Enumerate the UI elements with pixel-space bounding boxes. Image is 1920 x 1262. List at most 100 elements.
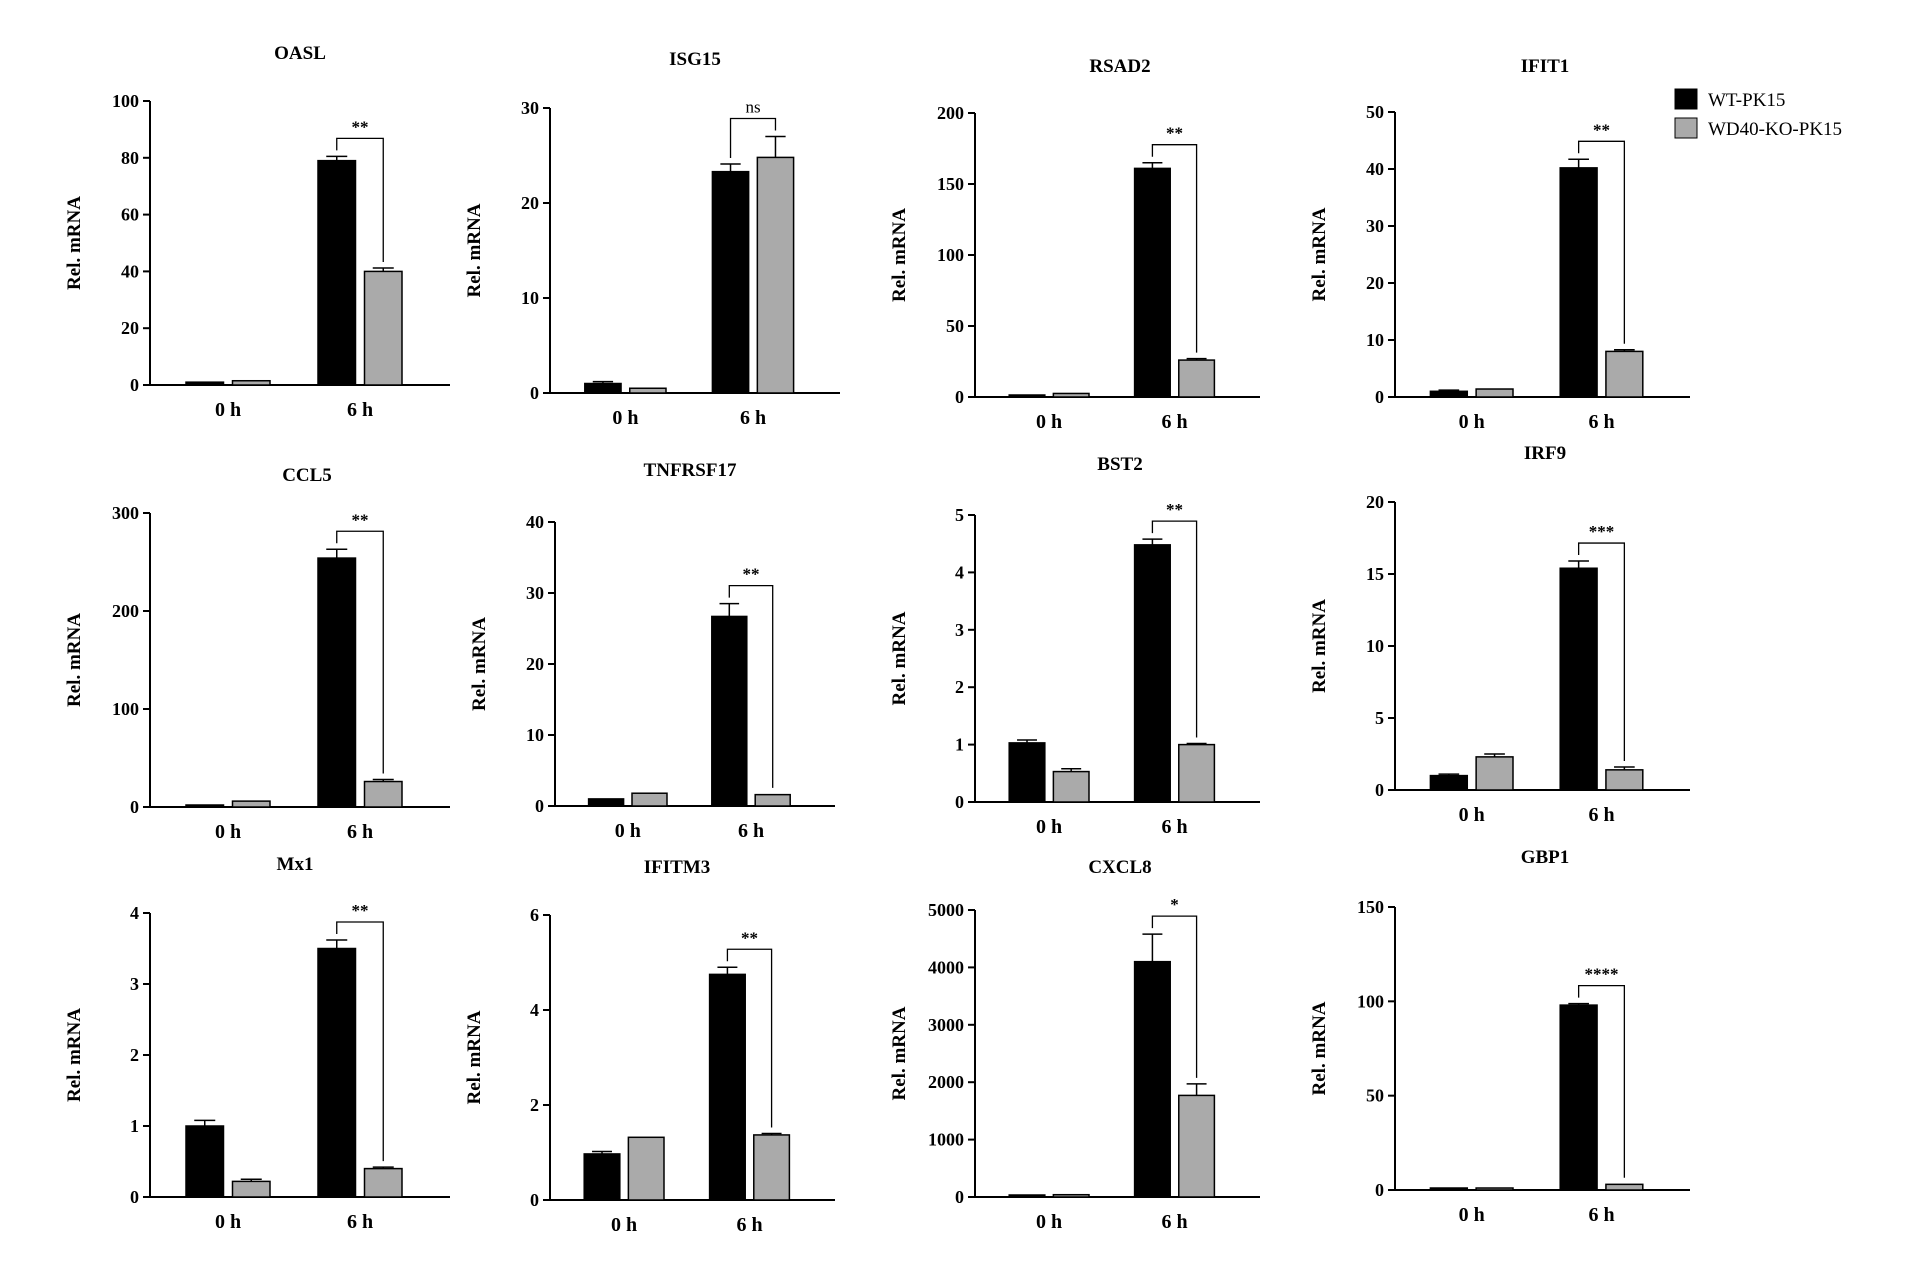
y-tick-label: 10 (526, 725, 544, 745)
x-category-label: 6 h (738, 820, 764, 842)
significance-bracket (1151, 144, 1198, 353)
x-category-label: 0 h (1459, 411, 1485, 433)
chart-panel-isg15: ISG15 Rel. mRNA 0 10 20 30 0 h 6 h ns (464, 49, 840, 429)
y-tick-label: 0 (1375, 387, 1384, 407)
y-tick-label: 1 (130, 1116, 139, 1136)
significance-label: *** (1589, 522, 1615, 541)
y-tick-label: 0 (1375, 1180, 1384, 1200)
legend-label-ko: WD40-KO-PK15 (1708, 119, 1842, 140)
y-tick-label: 2 (130, 1045, 139, 1065)
y-tick-label: 30 (526, 583, 544, 603)
y-tick-label: 1000 (928, 1130, 964, 1150)
y-axis-label: Rel. mRNA (64, 613, 85, 707)
significance-bracket (336, 530, 384, 774)
y-axis-label: Rel. mRNA (64, 196, 85, 290)
y-tick-label: 20 (521, 193, 539, 213)
bar-wt-0h (583, 1153, 621, 1201)
y-tick-label: 100 (937, 245, 964, 265)
chart-panel-ifit1: IFIT1 Rel. mRNA 0 10 20 30 40 50 0 h 6 h ** (1309, 56, 1690, 433)
bar-wt-0h (1008, 1194, 1046, 1198)
y-tick-label: 200 (112, 601, 139, 621)
y-tick-label: 150 (937, 174, 964, 194)
significance-bracket (336, 921, 384, 1162)
bar-wt-0h (1008, 742, 1046, 803)
chart-panel-bst2: BST2 Rel. mRNA 0 1 2 3 4 5 0 h 6 h ** (889, 454, 1260, 838)
significance-label: ** (1593, 120, 1610, 139)
y-tick-label: 80 (121, 148, 139, 168)
y-tick-label: 0 (130, 797, 139, 817)
significance-bracket (729, 117, 777, 159)
y-tick-label: 3000 (928, 1015, 964, 1035)
x-category-label: 6 h (347, 399, 373, 421)
chart-title: IRF9 (1524, 443, 1566, 464)
bar-ko-6h (1605, 769, 1644, 791)
bar-ko-6h (753, 1134, 791, 1201)
y-tick-label: 50 (1366, 102, 1384, 122)
chart-panel-ccl5: CCL5 Rel. mRNA 0 100 200 300 0 h 6 h ** (64, 465, 450, 843)
y-tick-label: 50 (1366, 1086, 1384, 1106)
y-tick-label: 5 (1375, 708, 1384, 728)
bar-ko-0h (231, 379, 271, 386)
bar-wt-6h (708, 973, 746, 1201)
y-axis-label: Rel. mRNA (1309, 1001, 1330, 1095)
bar-ko-6h (756, 156, 795, 394)
y-tick-label: 4000 (928, 957, 964, 977)
chart-panel-oasl: OASL Rel. mRNA 0 20 40 60 80 100 0 h 6 h ** (64, 43, 450, 421)
y-axis-label: Rel. mRNA (889, 1006, 910, 1100)
chart-title: GBP1 (1521, 847, 1570, 868)
y-axis-label: Rel. mRNA (64, 1008, 85, 1102)
y-tick-label: 1 (955, 735, 964, 755)
significance-label: ** (352, 510, 369, 529)
significance-label: * (1170, 895, 1179, 914)
chart-title: CCL5 (282, 465, 332, 486)
bar-wt-0h (185, 1125, 225, 1198)
bar-ko-0h (231, 1180, 271, 1198)
y-tick-label: 5 (955, 505, 964, 525)
y-axis-label: Rel. mRNA (469, 617, 490, 711)
y-tick-label: 100 (1357, 991, 1384, 1011)
y-tick-label: 15 (1366, 564, 1384, 584)
y-tick-label: 10 (1366, 636, 1384, 656)
bar-ko-0h (627, 1136, 665, 1201)
legend-label-wt: WT-PK15 (1708, 90, 1785, 111)
bar-ko-6h (1178, 743, 1216, 803)
y-tick-label: 40 (121, 261, 139, 281)
y-axis-label: Rel. mRNA (464, 1010, 485, 1104)
y-tick-label: 2 (955, 677, 964, 697)
bar-ko-0h (1052, 1193, 1090, 1198)
chart-title: CXCL8 (1088, 857, 1151, 878)
y-tick-label: 40 (1366, 159, 1384, 179)
bar-wt-6h (317, 947, 357, 1198)
x-category-label: 0 h (215, 399, 241, 421)
x-category-label: 6 h (1588, 1204, 1614, 1226)
bar-wt-6h (1133, 167, 1171, 398)
y-tick-label: 0 (955, 387, 964, 407)
significance-bracket (336, 137, 384, 262)
bar-ko-0h (1052, 392, 1090, 398)
x-category-label: 0 h (1459, 804, 1485, 826)
y-axis-label: Rel. mRNA (464, 203, 485, 297)
x-category-label: 0 h (611, 1214, 637, 1236)
chart-title: OASL (274, 43, 326, 64)
significance-bracket (1577, 140, 1626, 344)
chart-title: TNFRSF17 (644, 460, 737, 481)
bar-wt-6h (711, 615, 748, 807)
y-tick-label: 150 (1357, 897, 1384, 917)
chart-title: ISG15 (669, 49, 721, 70)
bar-wt-0h (1429, 774, 1469, 791)
bar-ko-0h (631, 792, 668, 807)
chart-panel-ifitm3: IFITM3 Rel. mRNA 0 2 4 6 0 h 6 h ** (464, 857, 835, 1236)
bar-ko-0h (231, 800, 271, 808)
y-tick-label: 20 (121, 318, 139, 338)
y-tick-label: 2 (530, 1095, 539, 1115)
chart-panel-gbp1: GBP1 Rel. mRNA 0 50 100 150 0 h 6 h **** (1309, 847, 1690, 1226)
y-tick-label: 20 (526, 654, 544, 674)
y-tick-label: 0 (130, 375, 139, 395)
y-tick-label: 4 (955, 562, 964, 582)
bar-ko-0h (1475, 1187, 1514, 1191)
bar-ko-6h (363, 780, 403, 808)
y-tick-label: 5000 (928, 900, 964, 920)
bar-wt-6h (1133, 960, 1171, 1198)
chart-title: BST2 (1097, 454, 1142, 475)
y-axis-label: Rel. mRNA (889, 611, 910, 705)
